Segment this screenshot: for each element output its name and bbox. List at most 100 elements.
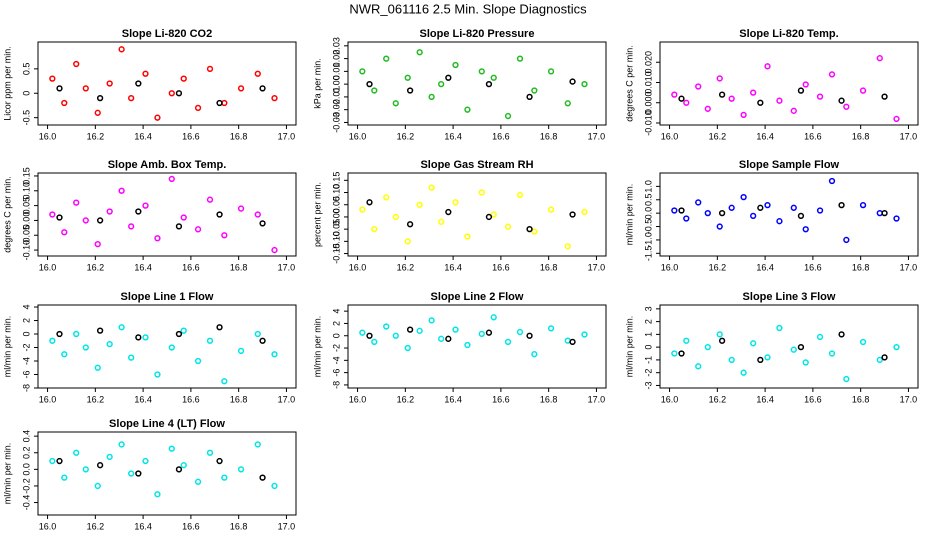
- point: [843, 103, 850, 110]
- y-tick-label: -8: [21, 384, 31, 392]
- point: [790, 346, 797, 353]
- point: [73, 449, 80, 456]
- point: [237, 85, 245, 92]
- panel-title: Slope Li-820 Pressure: [420, 28, 535, 40]
- point: [564, 100, 571, 107]
- point: [73, 199, 80, 206]
- y-tick-label: 0.00: [21, 212, 31, 230]
- point: [254, 211, 261, 218]
- point: [828, 71, 836, 78]
- panel: Slope Line 4 (LT) Flow ml/min per min. 16.…: [2, 418, 297, 531]
- point: [118, 46, 125, 53]
- y-tick-label: -0.5: [643, 219, 653, 235]
- point: [271, 246, 278, 254]
- x-tick-label: 16.4: [756, 262, 774, 272]
- point: [816, 207, 824, 214]
- point: [478, 189, 485, 196]
- point: [776, 324, 783, 332]
- x-tick-label: 16.6: [182, 394, 200, 404]
- point: [859, 338, 867, 346]
- point: [797, 87, 805, 94]
- point: [452, 326, 459, 333]
- point: [271, 351, 278, 358]
- point: [128, 354, 135, 361]
- y-axis-label: degrees C per min.: [2, 176, 12, 253]
- point: [547, 325, 555, 332]
- point: [516, 191, 524, 199]
- point: [135, 334, 142, 341]
- point: [73, 60, 80, 68]
- x-tick-label: 16.0: [349, 131, 367, 141]
- y-tick-label: 0.0: [21, 463, 31, 476]
- y-tick-label: -0.05: [331, 219, 341, 240]
- y-axis-label: ml/min per min.: [2, 443, 12, 505]
- x-tick-label: 16.2: [87, 394, 105, 404]
- y-tick-label: 0.15: [331, 172, 341, 190]
- x-tick-label: 17.0: [278, 262, 296, 272]
- point: [859, 87, 867, 94]
- x-tick-label: 16.4: [134, 394, 152, 404]
- point: [485, 329, 493, 336]
- point: [881, 354, 888, 361]
- point: [96, 327, 104, 334]
- point: [428, 317, 435, 324]
- x-tick-label: 16.8: [852, 131, 870, 141]
- panel-title: Slope Gas Stream RH: [420, 159, 533, 171]
- point: [428, 93, 435, 101]
- point: [406, 221, 414, 228]
- point: [531, 228, 538, 235]
- point: [438, 80, 445, 88]
- point: [843, 236, 850, 244]
- point: [531, 87, 538, 94]
- point: [881, 93, 888, 100]
- point: [82, 344, 89, 351]
- point: [438, 335, 445, 342]
- x-tick-label: 17.0: [900, 131, 918, 141]
- point: [776, 97, 783, 104]
- x-tick-label: 17.0: [900, 394, 918, 404]
- point: [73, 330, 80, 338]
- panel: Slope Line 1 Flow ml/min per min. 16.0 16.2…: [2, 291, 297, 404]
- panel-title: Slope Li-820 Temp.: [739, 28, 838, 40]
- point: [464, 233, 471, 240]
- point: [383, 323, 390, 330]
- point: [406, 326, 414, 333]
- point: [728, 95, 735, 102]
- point: [416, 49, 423, 56]
- point: [547, 68, 555, 75]
- point: [876, 55, 883, 62]
- point: [464, 106, 471, 113]
- point: [135, 80, 142, 87]
- x-tick-label: 17.0: [900, 262, 918, 272]
- point: [206, 65, 214, 73]
- x-tick-label: 16.8: [540, 131, 558, 141]
- point: [259, 474, 266, 481]
- point: [452, 61, 459, 69]
- y-tick-label: -2: [331, 344, 341, 352]
- point: [175, 90, 183, 97]
- x-tick-label: 16.0: [661, 262, 679, 272]
- point: [194, 104, 202, 112]
- y-tick-label: -0.2: [21, 478, 31, 494]
- point: [816, 93, 824, 100]
- y-axis-label: ml/min per min.: [312, 316, 322, 378]
- point: [216, 99, 223, 107]
- y-tick-label: -0.15: [331, 243, 341, 264]
- point: [106, 80, 113, 87]
- point: [237, 347, 245, 355]
- point: [383, 194, 390, 201]
- y-tick-label: 0.05: [331, 196, 341, 214]
- point: [56, 330, 63, 338]
- y-tick-label: 0.00: [331, 208, 341, 226]
- x-tick-label: 16.6: [492, 394, 510, 404]
- point: [683, 337, 690, 344]
- x-tick-label: 16.0: [39, 394, 57, 404]
- point: [180, 75, 187, 82]
- point: [221, 378, 228, 385]
- point: [359, 206, 366, 213]
- panel: Slope Amb. Box Temp. degrees C per min. 16…: [2, 159, 297, 272]
- point: [716, 75, 723, 82]
- point: [142, 202, 149, 209]
- point: [359, 68, 366, 75]
- point: [843, 375, 850, 383]
